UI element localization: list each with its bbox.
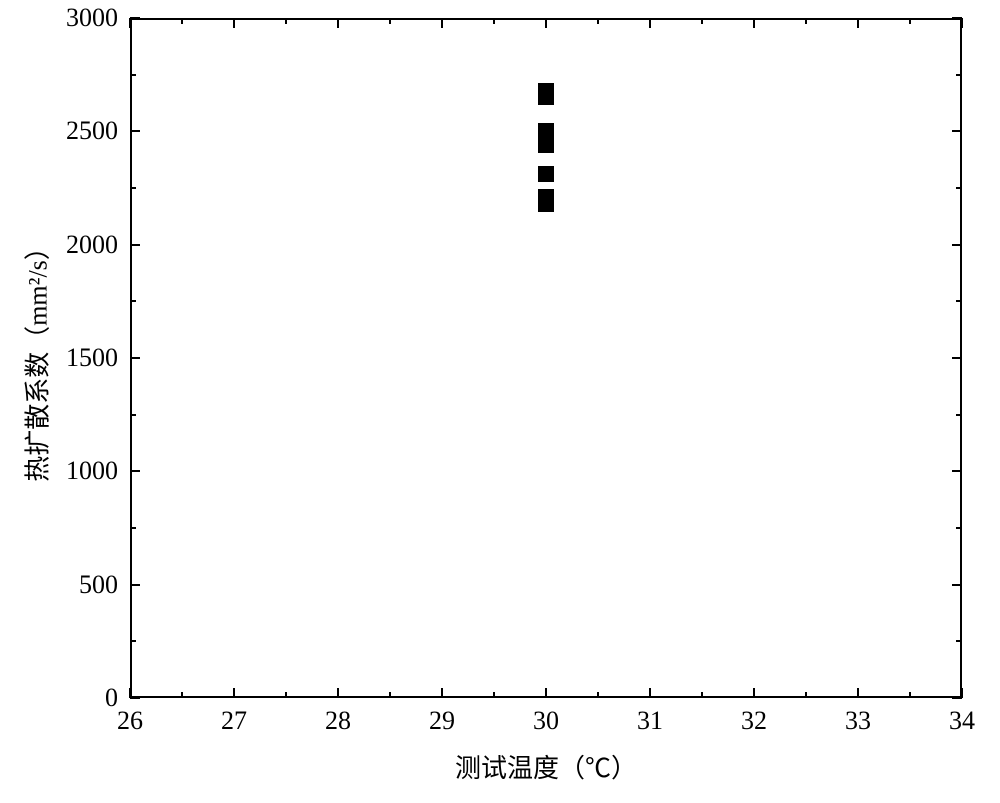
y-tick-minor-right (956, 300, 962, 302)
x-tick-minor-top (181, 18, 183, 24)
y-tick-major-right (952, 470, 962, 472)
x-tick-minor-top (909, 18, 911, 24)
y-tick-major (130, 130, 140, 132)
x-tick-major (337, 688, 339, 698)
x-tick-minor (597, 692, 599, 698)
x-tick-major-top (233, 18, 235, 28)
x-axis-title: 测试温度（℃） (455, 748, 637, 785)
y-tick-major (130, 17, 140, 19)
y-tick-label: 3000 (0, 3, 118, 33)
x-tick-label: 31 (637, 706, 663, 736)
x-tick-major (441, 688, 443, 698)
y-tick-major-right (952, 584, 962, 586)
x-tick-label: 30 (533, 706, 559, 736)
y-tick-major-right (952, 244, 962, 246)
x-tick-minor (389, 692, 391, 698)
y-tick-minor-right (956, 187, 962, 189)
x-tick-label: 26 (117, 706, 143, 736)
x-tick-minor-top (701, 18, 703, 24)
y-tick-major (130, 244, 140, 246)
y-tick-major (130, 697, 140, 699)
x-tick-minor (909, 692, 911, 698)
x-tick-minor (285, 692, 287, 698)
data-point (538, 196, 554, 212)
x-tick-major-top (649, 18, 651, 28)
x-tick-major-top (129, 18, 131, 28)
x-tick-label: 29 (429, 706, 455, 736)
y-tick-minor-right (956, 527, 962, 529)
x-tick-minor-top (597, 18, 599, 24)
x-tick-major (857, 688, 859, 698)
x-tick-label: 33 (845, 706, 871, 736)
y-tick-minor (130, 187, 136, 189)
x-tick-major (753, 688, 755, 698)
x-tick-major-top (337, 18, 339, 28)
x-tick-label: 32 (741, 706, 767, 736)
x-tick-major (649, 688, 651, 698)
y-tick-minor (130, 527, 136, 529)
data-point (538, 89, 554, 105)
x-tick-major-top (961, 18, 963, 28)
x-tick-minor (805, 692, 807, 698)
x-tick-label: 34 (949, 706, 975, 736)
y-tick-major-right (952, 130, 962, 132)
y-tick-minor (130, 74, 136, 76)
x-tick-minor-top (389, 18, 391, 24)
y-tick-label: 2500 (0, 116, 118, 146)
x-tick-minor (181, 692, 183, 698)
x-tick-major-top (753, 18, 755, 28)
x-tick-major-top (441, 18, 443, 28)
data-point (538, 166, 554, 182)
x-tick-major-top (545, 18, 547, 28)
x-tick-major (961, 688, 963, 698)
y-tick-minor (130, 640, 136, 642)
y-tick-label: 500 (0, 570, 118, 600)
x-tick-major (129, 688, 131, 698)
y-tick-label: 0 (0, 683, 118, 713)
x-tick-minor-top (285, 18, 287, 24)
x-tick-label: 27 (221, 706, 247, 736)
x-tick-minor-top (493, 18, 495, 24)
x-tick-minor-top (805, 18, 807, 24)
y-tick-minor-right (956, 414, 962, 416)
x-tick-major-top (857, 18, 859, 28)
y-tick-minor (130, 414, 136, 416)
y-tick-minor (130, 300, 136, 302)
x-tick-major (545, 688, 547, 698)
scatter-chart: 0500100015002000250030002627282930313233… (0, 0, 1000, 803)
x-tick-label: 28 (325, 706, 351, 736)
plot-area (130, 18, 962, 698)
x-tick-minor (493, 692, 495, 698)
x-tick-minor (701, 692, 703, 698)
x-tick-major (233, 688, 235, 698)
y-tick-minor-right (956, 74, 962, 76)
y-axis-title: 热扩散系数（mm²/s） (18, 234, 55, 482)
y-tick-major (130, 357, 140, 359)
y-tick-major (130, 584, 140, 586)
data-point (538, 137, 554, 153)
y-tick-minor-right (956, 640, 962, 642)
y-tick-major (130, 470, 140, 472)
y-tick-major-right (952, 357, 962, 359)
